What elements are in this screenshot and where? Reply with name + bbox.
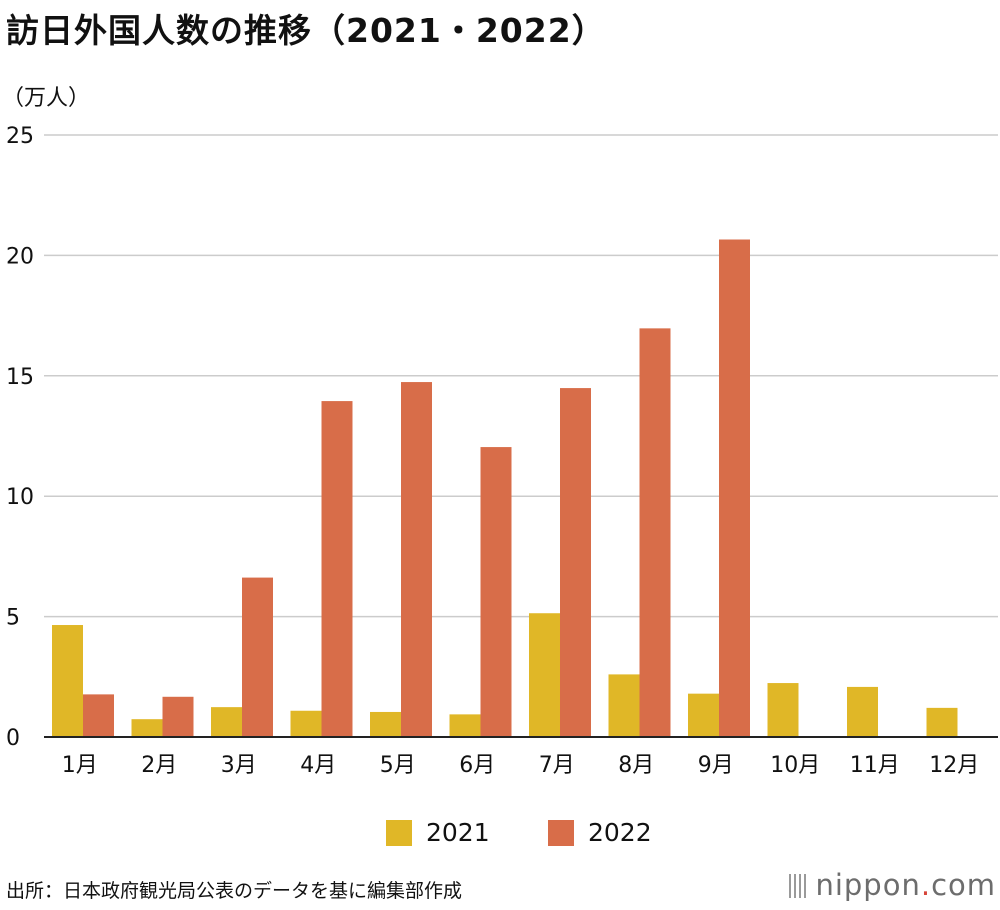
x-tick-label-4: 4月 <box>300 753 336 778</box>
source-note: 出所：日本政府観光局公表のデータを基に編集部作成 <box>6 880 463 902</box>
y-tick-label-20: 20 <box>6 244 34 269</box>
bar-2021-11 <box>847 686 878 737</box>
bar-2022-1 <box>83 694 114 737</box>
bar-2022-4 <box>321 401 353 737</box>
bar-2022-2 <box>162 696 194 737</box>
bar-2021-3 <box>211 707 242 737</box>
x-tick-label-11: 11月 <box>850 753 900 778</box>
bar-2021-6 <box>449 714 481 737</box>
legend-label-2021: 2021 <box>426 818 490 847</box>
bar-2021-4 <box>290 710 322 737</box>
legend-swatch-2021 <box>386 819 412 846</box>
bar-2022-8 <box>639 328 671 737</box>
legend: 2021 2022 <box>0 818 1000 852</box>
x-tick-label-1: 1月 <box>62 753 98 778</box>
x-tick-label-12: 12月 <box>929 753 979 778</box>
brand-dot: . <box>920 868 932 902</box>
y-tick-label-15: 15 <box>6 365 34 390</box>
brand-name: nippon <box>815 868 921 902</box>
bar-2021-10 <box>767 683 799 737</box>
bar-chart: 0 5 10 15 20 25 1月 2月 3月 4月 5月 6月 7月 8月 9月 10月 11月 12月 <box>6 124 998 778</box>
bar-2021-12 <box>926 707 958 737</box>
y-tick-label-25: 25 <box>6 124 34 149</box>
x-tick-label-8: 8月 <box>618 753 654 778</box>
y-tick-label-5: 5 <box>6 606 20 631</box>
y-axis-unit-label: （万人） <box>2 86 91 111</box>
x-tick-label-2: 2月 <box>141 753 177 778</box>
bar-2022-6 <box>480 447 512 737</box>
x-tick-label-9: 9月 <box>698 753 734 778</box>
bar-2021-9 <box>688 693 719 737</box>
x-tick-label-10: 10月 <box>770 753 820 778</box>
bar-2022-3 <box>242 577 273 737</box>
bar-2021-7 <box>529 613 560 737</box>
bar-2022-5 <box>401 382 432 737</box>
y-tick-label-0: 0 <box>6 726 20 751</box>
x-tick-label-6: 6月 <box>459 753 495 778</box>
x-tick-label-7: 7月 <box>539 753 575 778</box>
legend-swatch-2022 <box>548 819 574 846</box>
legend-item-2022: 2022 <box>548 818 652 847</box>
bar-2021-5 <box>370 711 401 737</box>
legend-item-2021: 2021 <box>386 818 490 847</box>
bar-2022-7 <box>560 388 591 737</box>
bar-2021-1 <box>52 625 83 737</box>
brand-suffix: com <box>931 868 996 902</box>
bar-2022-9 <box>719 239 750 737</box>
chart-title: 訪日外国人数の推移（2021・2022） <box>6 11 606 50</box>
brand-bars-icon <box>789 874 810 898</box>
x-tick-label-3: 3月 <box>221 753 257 778</box>
x-tick-label-5: 5月 <box>380 753 416 778</box>
bar-2021-8 <box>608 674 640 737</box>
bar-2021-2 <box>131 719 163 737</box>
brand-logo: nippon.com <box>789 868 996 902</box>
y-tick-label-10: 10 <box>6 485 34 510</box>
legend-label-2022: 2022 <box>588 818 652 847</box>
